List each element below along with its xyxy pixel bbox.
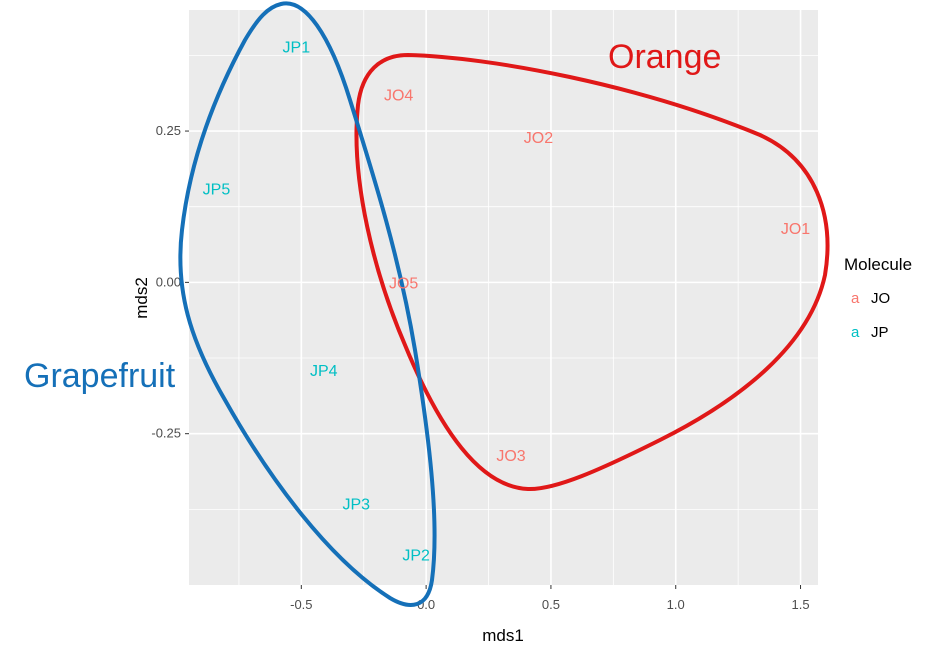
y-axis-title: mds2 <box>132 277 151 319</box>
point-label-jp4: JP4 <box>310 363 338 380</box>
legend-title: Molecule <box>844 255 912 274</box>
point-label-jp2: JP2 <box>402 548 430 565</box>
legend: Molecule a JO a JP <box>844 255 912 341</box>
legend-label-jp: JP <box>871 324 889 341</box>
x-tick-label: 1.5 <box>791 597 809 612</box>
grid-lines <box>189 10 818 585</box>
point-label-jo2: JO2 <box>524 130 553 147</box>
y-tick-label: 0.25 <box>156 123 181 138</box>
grapefruit-group-outline <box>178 1 437 607</box>
point-label-jo1: JO1 <box>781 221 810 238</box>
grapefruit-annotation: Grapefruit <box>24 357 176 395</box>
point-label-jo3: JO3 <box>496 448 525 465</box>
y-tick-label: 0.00 <box>156 274 181 289</box>
orange-group-outline <box>354 52 830 492</box>
x-tick-label: 0.5 <box>542 597 560 612</box>
x-tick-label: -0.5 <box>290 597 312 612</box>
legend-key-jo: a <box>851 290 860 307</box>
point-label-jo4: JO4 <box>384 88 413 105</box>
point-label-jo5: JO5 <box>389 275 418 292</box>
x-tick-label: 1.0 <box>667 597 685 612</box>
orange-annotation: Orange <box>608 38 721 76</box>
legend-label-jo: JO <box>871 290 890 307</box>
legend-key-jp: a <box>851 324 860 341</box>
plot-panel <box>189 10 818 585</box>
point-label-jp5: JP5 <box>203 182 231 199</box>
axes: -0.5 0.0 0.5 1.0 1.5-0.250.000.25 <box>151 123 809 612</box>
point-label-jp3: JP3 <box>342 496 370 513</box>
y-tick-label: -0.25 <box>151 426 181 441</box>
point-labels: JO1 JO2 JO3 JO4 JO5 JP1 JP2 JP3 JP4 JP5 <box>203 39 811 564</box>
x-axis-title: mds1 <box>482 626 524 645</box>
point-label-jp1: JP1 <box>283 39 311 56</box>
